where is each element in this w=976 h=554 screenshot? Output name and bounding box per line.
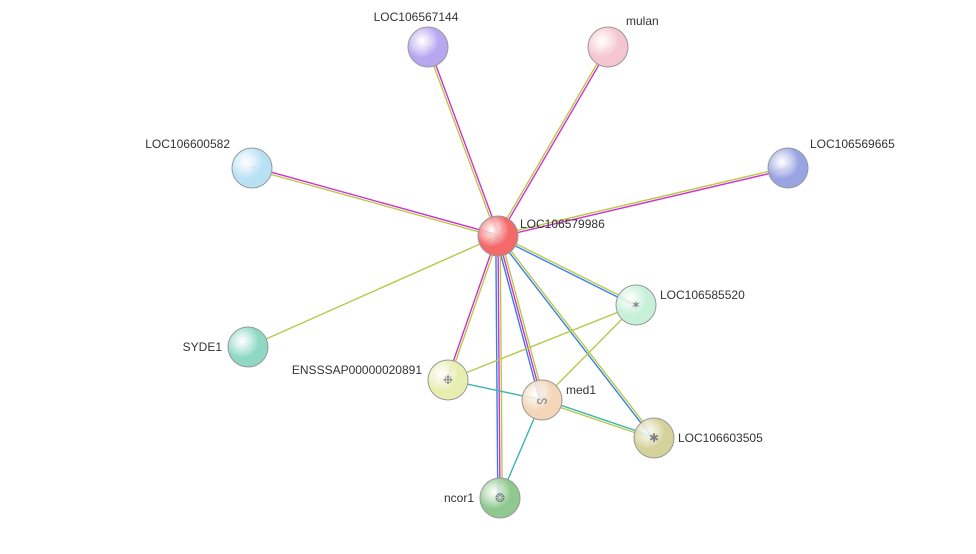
node-circle[interactable] bbox=[232, 148, 272, 188]
edge bbox=[449, 236, 499, 380]
labels-layer: LOC106579986 LOC106567144 mulan LOC10660058… bbox=[145, 10, 895, 505]
node-label: LOC106569665 bbox=[810, 137, 895, 151]
node-syde1[interactable] bbox=[228, 327, 268, 367]
node-loc85520[interactable]: ✶ bbox=[616, 285, 656, 325]
edge bbox=[497, 237, 653, 439]
edge bbox=[500, 235, 544, 399]
node-label: mulan bbox=[626, 14, 659, 28]
node-glyph-icon: ❉ bbox=[443, 373, 453, 387]
node-glyph-icon: ✱ bbox=[649, 431, 659, 445]
network-graph: ✶❉ᔕ✱❂ LOC106579986LOC106567144mulanLOC10… bbox=[0, 0, 976, 554]
edge bbox=[498, 235, 636, 304]
node-loc69665[interactable] bbox=[768, 148, 808, 188]
node-med1[interactable]: ᔕ bbox=[522, 380, 562, 420]
edge bbox=[248, 236, 498, 347]
node-label: SYDE1 bbox=[183, 340, 223, 354]
node-center[interactable] bbox=[478, 216, 518, 256]
node-enss[interactable]: ❉ bbox=[428, 360, 468, 400]
edge bbox=[497, 46, 607, 235]
edge bbox=[427, 47, 497, 236]
edge bbox=[447, 236, 497, 380]
edge bbox=[252, 167, 498, 235]
node-circle[interactable] bbox=[768, 148, 808, 188]
edge bbox=[500, 236, 502, 498]
node-label: ncor1 bbox=[444, 491, 474, 505]
node-ncor1[interactable]: ❂ bbox=[480, 478, 520, 518]
node-loc03505[interactable]: ✱ bbox=[634, 418, 674, 458]
edge bbox=[429, 47, 499, 236]
edge bbox=[498, 236, 542, 400]
edge bbox=[496, 236, 498, 498]
node-label: LOC106603505 bbox=[678, 431, 763, 445]
node-label: LOC106585520 bbox=[660, 288, 745, 302]
node-loc67144[interactable] bbox=[408, 27, 448, 67]
node-circle[interactable] bbox=[588, 27, 628, 67]
node-label: ENSSSAP00000020891 bbox=[292, 363, 422, 377]
node-circle[interactable] bbox=[408, 27, 448, 67]
node-mulan[interactable] bbox=[588, 27, 628, 67]
node-label: LOC106600582 bbox=[145, 137, 230, 151]
edge bbox=[448, 305, 636, 380]
node-label: med1 bbox=[566, 383, 596, 397]
edge bbox=[496, 237, 540, 401]
node-glyph-icon: ❂ bbox=[495, 491, 505, 505]
node-circle[interactable] bbox=[228, 327, 268, 367]
edge bbox=[498, 236, 500, 498]
node-glyph-icon: ᔕ bbox=[537, 393, 548, 407]
edge bbox=[499, 48, 609, 237]
edge bbox=[498, 237, 636, 306]
node-circle[interactable] bbox=[478, 216, 518, 256]
node-loc00582[interactable] bbox=[232, 148, 272, 188]
node-label: LOC106579986 bbox=[520, 217, 605, 231]
node-label: LOC106567144 bbox=[374, 10, 459, 24]
node-glyph-icon: ✶ bbox=[631, 298, 641, 312]
edge bbox=[252, 169, 498, 237]
